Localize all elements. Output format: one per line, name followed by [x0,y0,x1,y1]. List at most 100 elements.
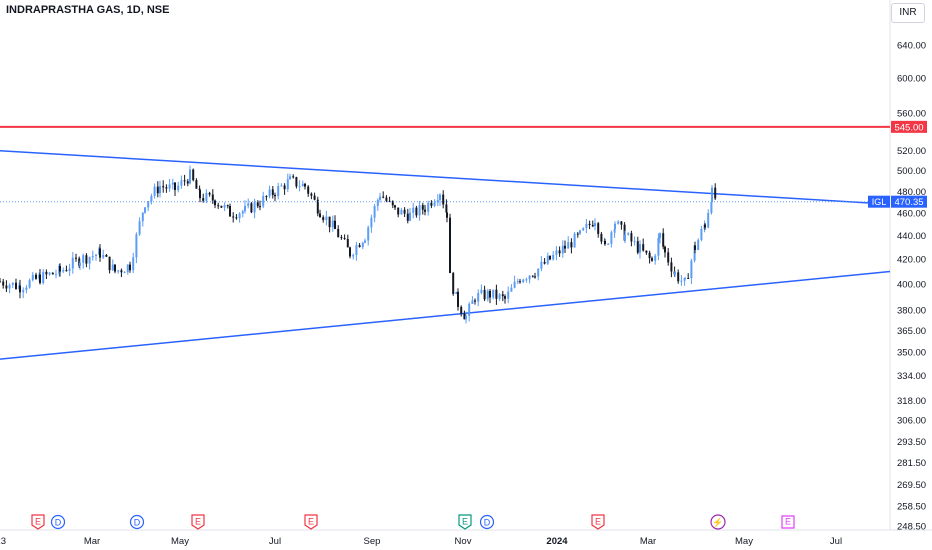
candle-body [0,281,1,283]
candle-body [662,233,665,247]
candle-body [337,228,340,238]
candle-body [28,280,31,288]
candle-body [346,238,349,248]
candle-body [480,289,483,294]
candle-body [674,272,676,275]
candle-body [192,169,195,181]
candle-body [636,241,639,253]
candle-body [436,200,439,203]
dividend-label: D [484,518,491,528]
y-tick-label: 269.50 [897,480,926,491]
candle-body [714,187,717,199]
candle-body [711,187,713,203]
candle-body [670,262,673,272]
candle-body [579,230,581,234]
candle-body [99,248,101,258]
candle-body [507,291,510,299]
candle-body [594,223,596,227]
y-tick-label: 640.00 [897,41,926,52]
candle-body [105,255,108,257]
candle-body [561,245,564,254]
candle-body [430,202,433,206]
candle-body [31,274,34,281]
y-tick-label: 420.00 [897,255,926,266]
candle-body [48,272,51,275]
candle-body [654,255,657,261]
candle-body [477,293,480,302]
candle-body [376,199,379,207]
candle-body [385,197,388,201]
candle-body [186,181,189,184]
candle-body [340,237,343,239]
candle-body [265,196,268,198]
x-tick-label: Mar [84,536,100,547]
candle-body [367,227,370,241]
x-tick-label: Mar [640,536,656,547]
candle-body [406,213,409,221]
currency-button[interactable]: INR [891,3,925,23]
x-tick-label: 2024 [546,536,568,547]
candle-body [232,216,235,218]
candle-body [189,169,191,184]
candle-body [313,195,316,200]
candle-body [486,290,489,300]
x-tick-label: Jul [830,536,842,547]
y-tick-label: 334.00 [897,371,926,382]
candle-body [208,192,211,195]
candle-body [171,182,174,185]
candle-body [68,268,71,271]
candle-body [88,257,91,264]
candle-body [286,179,289,190]
ticker-tag [868,195,890,208]
candle-body [253,202,256,213]
candle-body [295,177,298,187]
candle-body [664,246,666,253]
earnings-label: E [785,517,791,527]
candle-body [153,186,156,196]
candle-body [334,220,336,229]
candle-body [126,264,129,273]
candle-body [78,258,81,266]
y-tick-label: 350.00 [897,347,926,358]
candle-body [409,212,411,221]
candle-body [108,256,111,271]
candle-body [558,250,561,254]
candle-body [62,270,65,272]
candle-body [202,198,205,201]
candle-body [226,205,229,207]
candle-body [370,217,373,228]
candle-body [238,213,241,219]
candle-body [537,268,540,277]
candle-body [22,289,25,293]
candle-body [667,252,670,263]
candle-body [199,190,201,199]
candle-body [564,245,566,249]
dividend-label: D [134,518,141,528]
candle-body [463,313,466,320]
candle-body [373,206,376,218]
candle-body [25,287,28,290]
candle-body [504,296,506,299]
candle-body [489,290,491,298]
y-tick-label: 520.00 [897,146,926,157]
dividend-marker [479,514,495,530]
candle-body [195,180,198,189]
y-tick-label: 560.00 [897,109,926,120]
candle-body [549,255,551,260]
candle-body [525,279,528,281]
candle-body [39,274,41,284]
candle-body [455,291,458,294]
dividend-marker [50,514,66,530]
candle-body [277,186,280,197]
x-tick-label: Nov [455,536,472,547]
y-tick-label: 248.50 [897,521,926,532]
earnings-marker [191,514,205,530]
candle-body [452,273,455,294]
candle-body [433,202,436,206]
earnings-marker [458,514,472,530]
candle-body [274,195,276,197]
candle-body [457,291,459,307]
candle-body [501,294,504,297]
candle-body [633,241,636,243]
